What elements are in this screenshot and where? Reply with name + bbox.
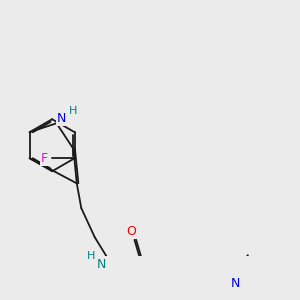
Text: H: H: [87, 251, 95, 262]
Text: N: N: [57, 112, 67, 125]
Text: N: N: [231, 277, 240, 290]
Text: O: O: [127, 225, 136, 238]
Text: N: N: [97, 258, 106, 271]
Text: F: F: [40, 152, 48, 165]
Text: H: H: [69, 106, 78, 116]
